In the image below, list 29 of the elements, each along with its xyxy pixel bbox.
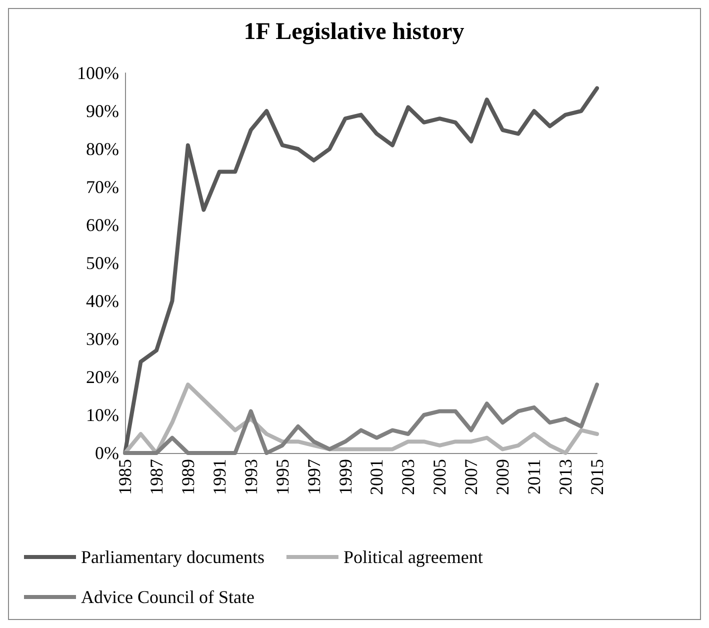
y-tick-label: 40% [86, 291, 119, 311]
y-tick-label: 10% [86, 405, 119, 425]
legend-label: Parliamentary documents [81, 547, 264, 567]
x-tick-label: 1993 [240, 459, 261, 495]
x-tick-label: 2003 [398, 459, 418, 495]
x-tick-label: 1989 [178, 459, 198, 495]
y-tick-label: 60% [86, 215, 119, 235]
legend-label: Political agreement [343, 547, 483, 567]
x-tick-label: 1995 [272, 459, 292, 495]
x-tick-label: 2001 [366, 459, 387, 495]
y-tick-label: 30% [86, 329, 119, 349]
chart-title: 1F Legislative history [244, 19, 464, 45]
y-tick-label: 90% [86, 101, 119, 121]
x-tick-label: 1997 [304, 459, 324, 495]
y-tick-label: 80% [86, 139, 119, 159]
legend-label: Advice Council of State [81, 587, 254, 607]
y-tick-label: 100% [77, 63, 119, 83]
y-tick-label: 50% [86, 253, 119, 273]
y-tick-label: 20% [86, 367, 119, 387]
x-tick-label: 2015 [587, 459, 607, 495]
y-tick-label: 70% [86, 177, 119, 197]
x-tick-label: 2007 [461, 459, 482, 495]
x-tick-label: 2011 [524, 459, 544, 494]
x-tick-label: 1987 [146, 459, 166, 495]
x-tick-label: 1999 [335, 459, 356, 495]
x-tick-label: 2005 [430, 459, 450, 495]
x-tick-label: 2013 [556, 459, 576, 495]
x-tick-label: 1991 [209, 459, 230, 495]
x-tick-label: 2009 [492, 459, 513, 495]
